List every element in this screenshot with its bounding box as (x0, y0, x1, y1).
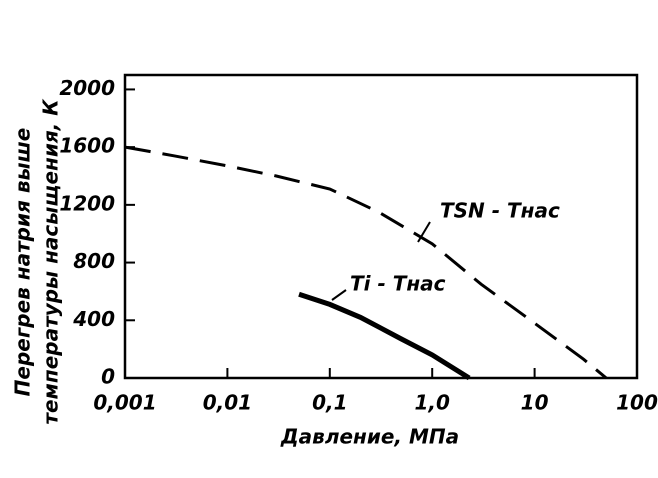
data-line (124, 145, 608, 380)
x-tick-label: 100 (616, 391, 658, 415)
leader-line (417, 221, 431, 243)
plot-frame (123, 73, 639, 380)
x-tick-label: 0,01 (203, 391, 252, 415)
x-tick-label: 1,0 (414, 391, 450, 415)
y-axis-label: температуры насыщения, К (39, 98, 63, 425)
data-line (298, 291, 471, 381)
series-label: Ti - Tнас (350, 272, 446, 296)
x-tick-label: 0,001 (93, 391, 156, 415)
series-label: TSN - Tнас (440, 199, 560, 223)
y-axis-label: Перегрев натрия выше (11, 128, 35, 397)
leader-line (331, 289, 347, 301)
y-tick-label: 800 (73, 249, 115, 273)
y-tick-label: 1600 (59, 134, 115, 158)
y-tick-label: 400 (72, 307, 115, 331)
x-axis-label: Давление, МПа (280, 425, 459, 449)
y-tick-label: 0 (101, 365, 115, 389)
y-tick-label: 1200 (59, 191, 115, 215)
x-tick-label: 0,1 (312, 391, 347, 415)
y-tick-label: 2000 (59, 76, 115, 100)
x-tick-label: 10 (521, 391, 549, 415)
